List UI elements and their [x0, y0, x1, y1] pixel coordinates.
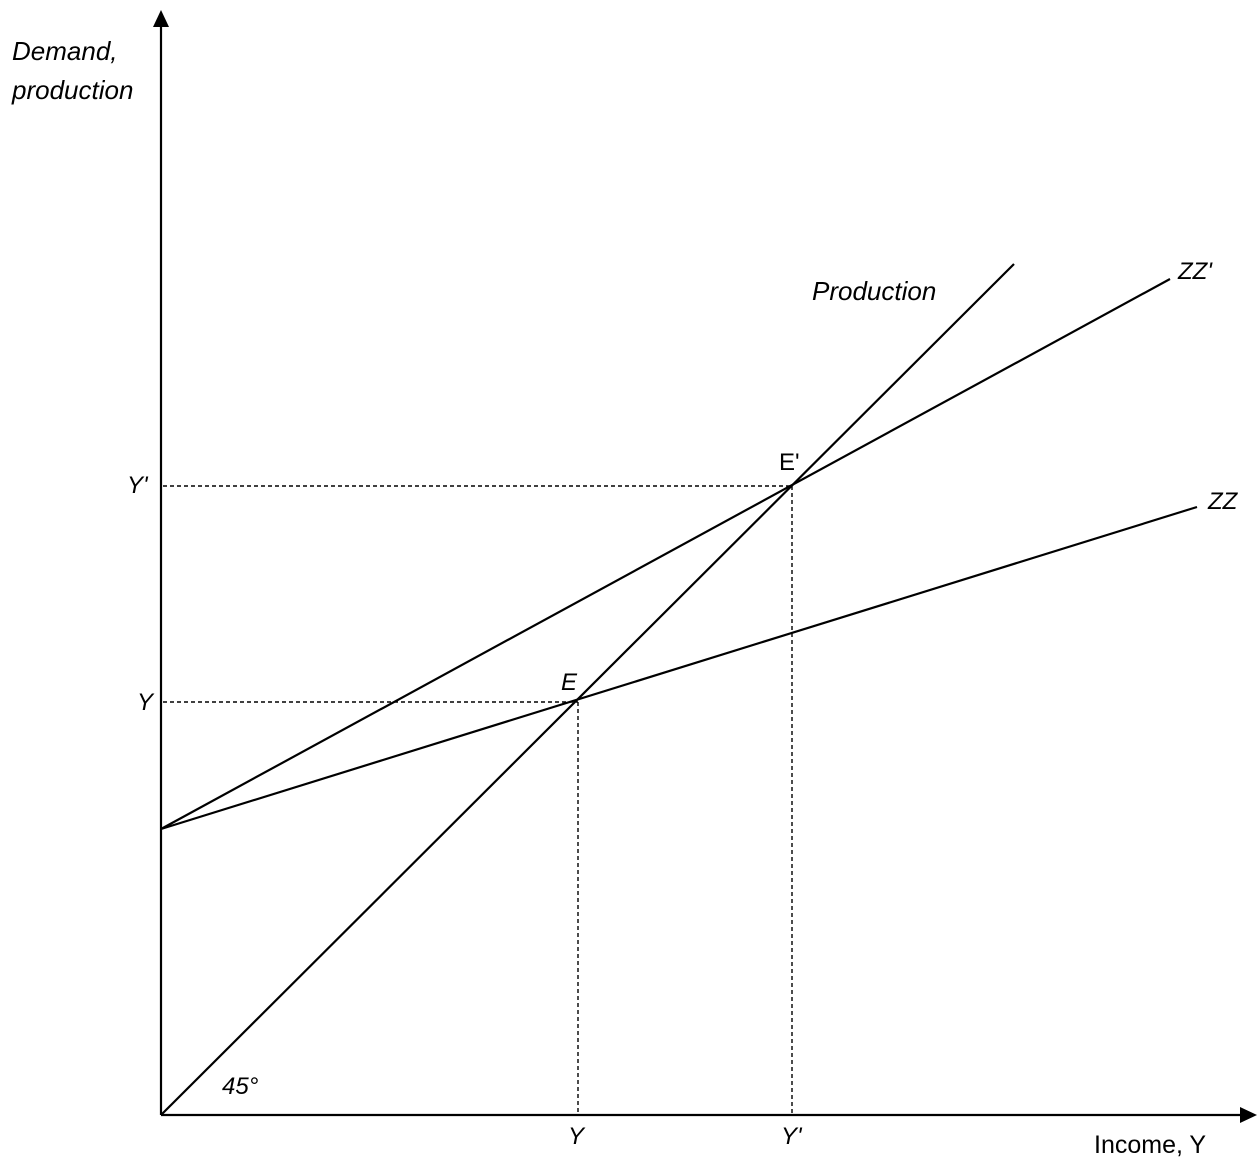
y-axis-label-line2: production	[11, 75, 133, 105]
zz-prime-label: ZZ'	[1177, 258, 1213, 285]
y-tick-y: Y	[137, 689, 155, 716]
x-tick-y: Y	[568, 1123, 586, 1150]
x-axis-label: Income, Y	[1094, 1131, 1206, 1159]
zz-line	[160, 505, 1198, 831]
x-axis-arrowhead	[1240, 1107, 1257, 1123]
point-e-prime-label: E'	[779, 449, 800, 476]
y-axis-arrowhead	[153, 10, 169, 27]
x-tick-y-prime: Y'	[781, 1123, 803, 1150]
angle-label: 45°	[222, 1073, 259, 1100]
y-tick-y-prime: Y'	[127, 472, 149, 499]
zz-label: ZZ	[1207, 488, 1239, 515]
production-label: Production	[812, 276, 936, 306]
point-e-label: E	[561, 669, 578, 696]
zz-prime-line	[160, 278, 1171, 830]
y-axis-label-line1: Demand,	[12, 36, 118, 66]
production-line	[160, 263, 1015, 1116]
